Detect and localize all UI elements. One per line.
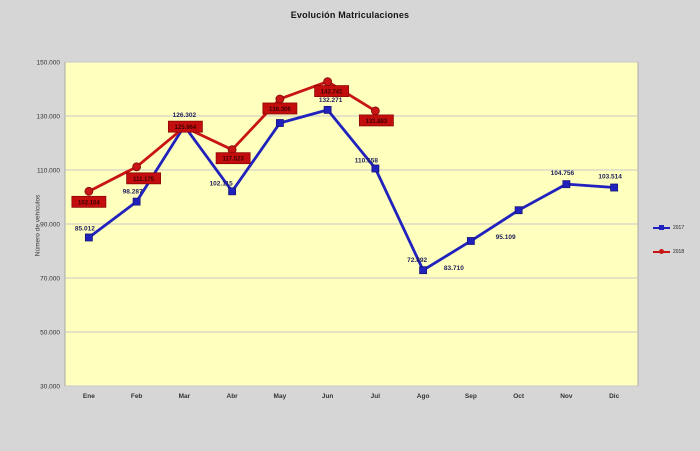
svg-text:95.109: 95.109 <box>496 234 516 241</box>
svg-text:98.287: 98.287 <box>123 189 143 196</box>
svg-text:Jul: Jul <box>371 393 381 400</box>
svg-text:Mar: Mar <box>179 393 191 400</box>
legend-item-2017: 2017 <box>653 224 684 231</box>
data-labels-2018: 102.104 111.175 125.864 117.523 136.306 142.7… <box>71 85 394 208</box>
data-labels-2017: 85.012 98.287 126.302 102.115 132.271 110.558… <box>75 97 622 272</box>
svg-text:102.104: 102.104 <box>78 200 100 206</box>
data-point-2017-Nov <box>562 180 571 189</box>
legend-item-2018: 2018 <box>653 248 684 255</box>
svg-text:Feb: Feb <box>131 393 143 400</box>
legend-label-2017: 2017 <box>673 224 685 231</box>
svg-text:126.302: 126.302 <box>173 112 197 119</box>
data-point-2018-Feb <box>132 162 142 172</box>
svg-text:Oct: Oct <box>513 393 525 400</box>
svg-text:142.741: 142.741 <box>321 90 343 96</box>
svg-text:130.000: 130.000 <box>37 114 61 121</box>
svg-text:May: May <box>274 393 287 400</box>
svg-text:110.558: 110.558 <box>355 157 379 164</box>
data-point-2017-May <box>275 119 284 127</box>
svg-text:Ene: Ene <box>83 393 95 400</box>
data-point-2017-Jul <box>371 164 380 173</box>
svg-text:72.892: 72.892 <box>407 257 427 264</box>
data-point-2017-Jun <box>323 105 332 114</box>
svg-text:110.000: 110.000 <box>37 168 60 175</box>
svg-text:85.012: 85.012 <box>75 225 95 232</box>
data-point-2017-Feb <box>132 197 141 206</box>
svg-text:70.000: 70.000 <box>40 276 60 283</box>
svg-text:125.864: 125.864 <box>175 125 197 131</box>
data-point-2018-Ene <box>84 186 94 196</box>
chart-legend: 2017 2018 <box>653 224 684 255</box>
svg-text:83.710: 83.710 <box>444 265 464 272</box>
svg-text:103.514: 103.514 <box>598 174 622 181</box>
svg-text:111.175: 111.175 <box>133 177 155 183</box>
svg-text:Sep: Sep <box>465 393 477 400</box>
legend-swatch-2017 <box>653 224 670 231</box>
svg-text:136.306: 136.306 <box>269 107 291 113</box>
data-point-2017-Oct <box>514 206 523 215</box>
svg-text:117.523: 117.523 <box>222 157 244 163</box>
legend-square-marker-icon <box>659 225 664 230</box>
series-2017 <box>84 105 619 275</box>
data-point-2017-Abr <box>228 187 237 196</box>
data-point-2017-Dic <box>610 183 619 192</box>
legend-circle-marker-icon <box>659 249 664 254</box>
svg-text:102.115: 102.115 <box>210 180 234 187</box>
svg-text:104.756: 104.756 <box>551 170 575 177</box>
svg-text:Abr: Abr <box>227 393 239 400</box>
legend-label-2018: 2018 <box>673 248 685 255</box>
data-point-2017-Ago <box>419 266 428 275</box>
legend-swatch-2018 <box>653 248 670 255</box>
data-point-2017-Sep <box>466 237 475 245</box>
data-point-2017-Ene <box>84 233 93 242</box>
data-point-2018-Jun <box>323 77 333 86</box>
y-axis-ticks: 150.000 130.000 110.000 90.000 70.000 50.000 3… <box>37 60 638 391</box>
svg-text:50.000: 50.000 <box>40 330 60 337</box>
data-point-2018-May <box>275 94 285 104</box>
svg-text:Ago: Ago <box>417 393 430 400</box>
svg-text:131.883: 131.883 <box>366 119 388 125</box>
data-point-2018-Jul <box>370 106 380 116</box>
svg-text:Jun: Jun <box>322 393 334 400</box>
svg-text:Nov: Nov <box>560 393 573 400</box>
svg-text:150.000: 150.000 <box>37 60 61 67</box>
svg-text:90.000: 90.000 <box>40 222 60 229</box>
svg-text:Dic: Dic <box>609 393 620 400</box>
svg-text:30.000: 30.000 <box>40 384 60 391</box>
chart-title: Evolución Matriculaciones <box>290 10 410 20</box>
svg-text:132.271: 132.271 <box>319 97 343 104</box>
x-axis-labels: Ene Feb Mar Abr May Jun Jul Ago Sep Oct Nov Dic <box>83 393 620 400</box>
